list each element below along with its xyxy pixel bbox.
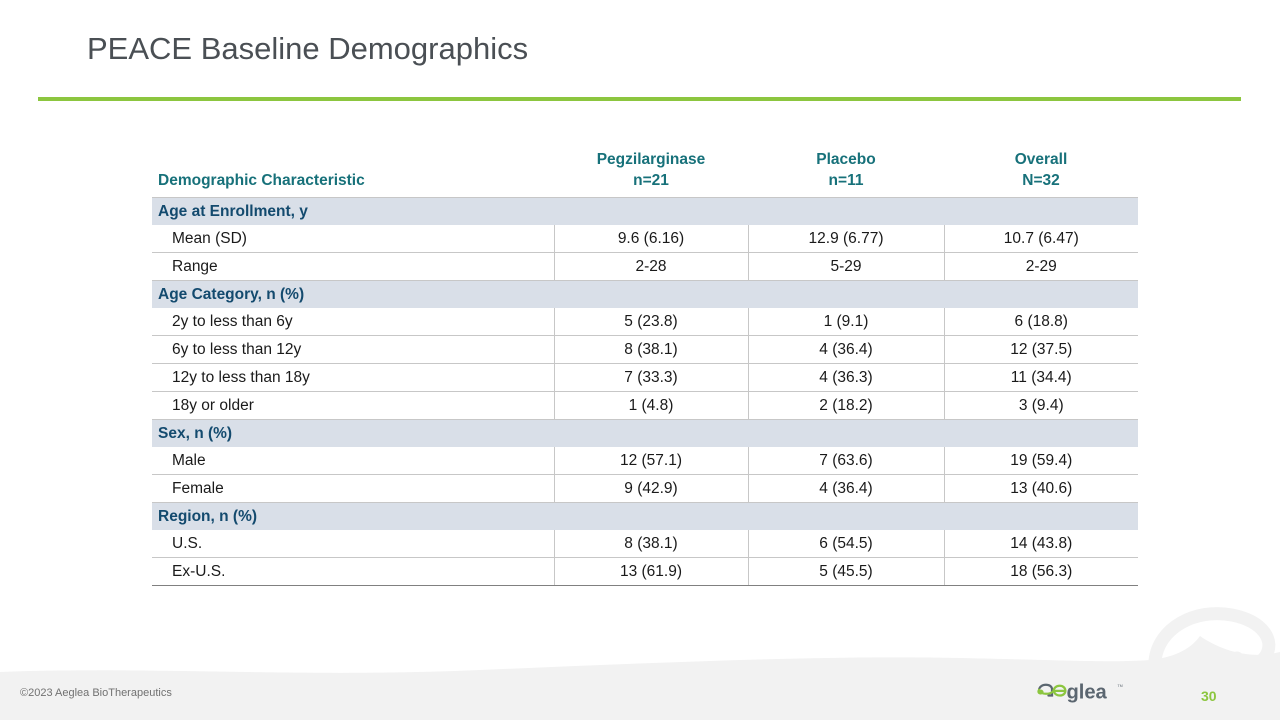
svg-text:glea: glea bbox=[1066, 681, 1107, 703]
svg-text:TM: TM bbox=[1118, 684, 1123, 688]
